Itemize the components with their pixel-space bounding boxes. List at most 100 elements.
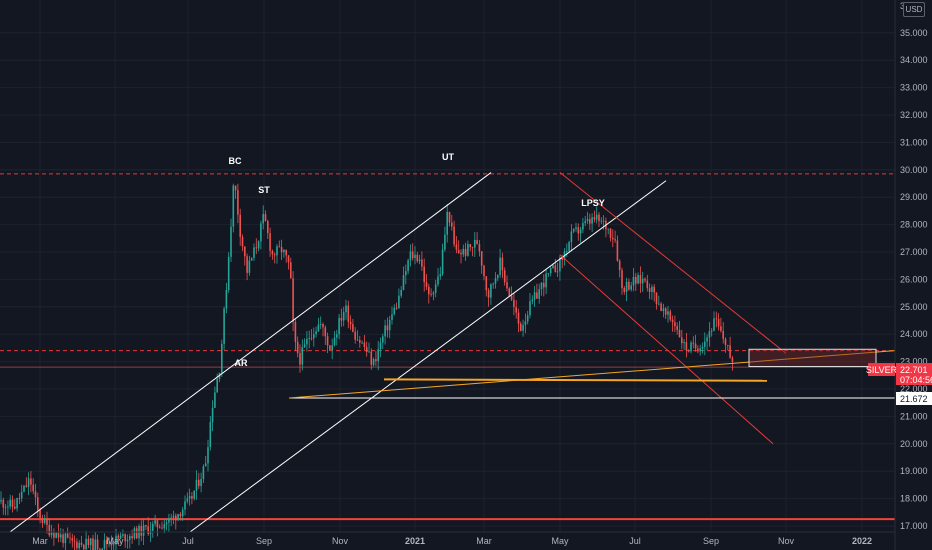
candle-body	[407, 260, 409, 272]
zone-rectangle	[748, 348, 877, 368]
price-tick-label: 35.000	[900, 28, 928, 38]
price-tick-label: 30.000	[900, 165, 928, 175]
price-tick-label: 27.000	[900, 247, 928, 257]
currency-badge[interactable]: USD	[903, 2, 925, 17]
candle-body	[395, 307, 398, 309]
candle-body	[41, 518, 44, 523]
candle-body	[630, 285, 632, 290]
candle-body	[690, 342, 692, 352]
candle-body	[308, 337, 310, 339]
candle-body	[540, 282, 543, 290]
candle-body	[671, 319, 674, 323]
candle-body	[593, 217, 596, 220]
candle-body	[294, 321, 297, 342]
candle-body	[602, 220, 605, 222]
candle-body	[653, 286, 655, 293]
candle-body	[276, 246, 278, 256]
candle-body	[660, 303, 662, 312]
wyckoff-label: AR	[235, 358, 248, 368]
candle-body	[2, 499, 5, 508]
candle-body	[273, 254, 276, 256]
channel-lower-line	[189, 180, 667, 533]
candle-body	[264, 214, 267, 222]
candle-body	[492, 283, 494, 285]
candle-body	[163, 524, 166, 529]
candle-body	[62, 534, 64, 544]
candle-body	[556, 271, 559, 273]
candle-body	[193, 490, 195, 499]
candle-body	[722, 330, 724, 339]
candle-body	[11, 499, 14, 507]
candle-body	[547, 273, 550, 274]
candle-body	[494, 278, 497, 284]
candle-body	[591, 217, 593, 224]
candle-body	[639, 275, 642, 284]
candle-body	[80, 542, 83, 545]
candle-body	[451, 222, 453, 227]
candle-body	[23, 485, 25, 492]
candle-body	[474, 239, 476, 248]
candle-body	[85, 538, 87, 550]
candle-body	[708, 331, 711, 338]
candle-body	[370, 351, 373, 365]
downtrend-lower-line	[559, 254, 774, 445]
candle-body	[372, 359, 375, 365]
candle-body	[223, 308, 225, 344]
candle-body	[386, 325, 389, 331]
candle-body	[713, 318, 715, 331]
price-tick-label: 28.000	[900, 220, 928, 230]
candle-body	[662, 308, 665, 312]
candle-body	[637, 275, 639, 284]
candle-body	[467, 244, 469, 256]
candle-body	[497, 275, 499, 279]
candle-body	[76, 541, 78, 549]
candle-body	[480, 251, 483, 266]
wyckoff-label: BC	[229, 156, 242, 166]
candle-body	[221, 343, 223, 373]
candle-body	[101, 548, 103, 550]
candle-body	[669, 311, 672, 320]
candle-body	[526, 315, 529, 322]
candle-body	[16, 498, 18, 509]
candle-body	[147, 526, 149, 535]
candle-body	[129, 536, 131, 540]
candle-body	[177, 513, 179, 521]
candle-body	[582, 223, 584, 230]
candle-body	[586, 219, 589, 222]
candle-body	[27, 478, 30, 487]
candle-body	[577, 227, 580, 234]
candle-body	[552, 265, 554, 268]
candle-body	[405, 271, 407, 276]
instrument-tag-label: SILVER	[866, 365, 898, 375]
candle-body	[368, 351, 370, 353]
candle-body	[267, 221, 269, 234]
candle-body	[398, 295, 400, 308]
candle-body	[646, 280, 649, 289]
candle-body	[441, 249, 444, 275]
candle-body	[469, 244, 471, 248]
candle-body	[347, 305, 350, 322]
candle-body	[37, 497, 39, 510]
candle-body	[186, 498, 189, 502]
candle-body	[678, 329, 681, 338]
candle-body	[612, 237, 614, 240]
horizontal-support-line	[383, 378, 768, 382]
candle-body	[411, 251, 414, 259]
candle-body	[579, 229, 582, 234]
candle-body	[628, 281, 630, 290]
candle-body	[697, 348, 699, 352]
candle-body	[34, 491, 37, 498]
candle-body	[83, 544, 85, 550]
candle-body	[324, 327, 327, 337]
candle-body	[278, 246, 281, 248]
candle-body	[168, 518, 170, 523]
candle-body	[566, 251, 568, 252]
instrument-tag	[868, 363, 895, 376]
time-tick-label: Nov	[332, 536, 349, 546]
price-tick-label: 29.000	[900, 192, 928, 202]
candle-body	[664, 308, 667, 315]
candle-body	[717, 318, 720, 327]
